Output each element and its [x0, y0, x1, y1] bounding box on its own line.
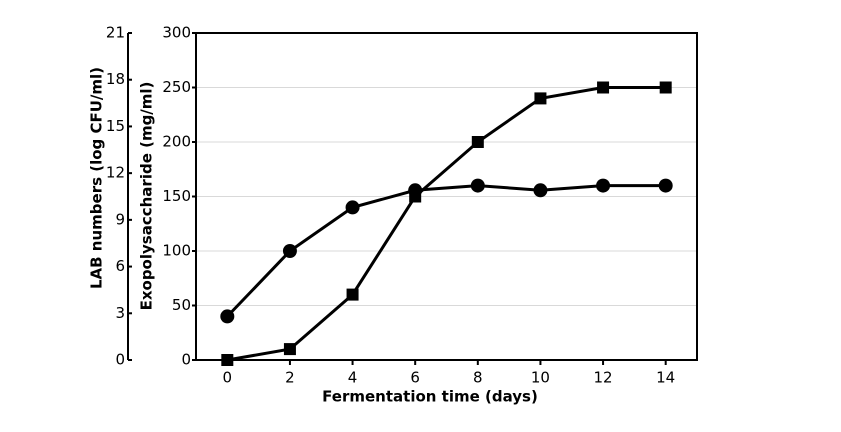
y2-tick-label: 18: [106, 70, 125, 88]
square-marker: [534, 92, 547, 105]
y-tick-label: 0: [181, 351, 191, 369]
y-tick-label: 100: [162, 242, 191, 260]
y2-tick-label: 6: [115, 257, 125, 275]
y2-axis-label: LAB numbers (log CFU/ml): [88, 67, 106, 289]
circle-marker: [282, 244, 297, 258]
square-marker: [346, 288, 359, 301]
y2-tick-label: 21: [106, 24, 125, 42]
circle-marker: [596, 178, 611, 193]
y-tick-label: 50: [172, 296, 191, 314]
y2-tick-label: 12: [106, 164, 125, 182]
circle-marker: [470, 178, 485, 193]
y-tick-label: 300: [162, 24, 191, 42]
x-tick-label: 14: [656, 369, 675, 387]
series-line: [227, 86, 666, 362]
series-line: [226, 184, 666, 318]
circle-marker: [220, 309, 235, 324]
x-tick-label: 6: [410, 369, 420, 387]
square-marker: [659, 81, 672, 94]
y-tick-label: 150: [162, 187, 191, 205]
square-marker: [409, 190, 422, 203]
x-tick-label: 10: [531, 369, 550, 387]
circle-marker: [345, 200, 360, 215]
x-axis-label: Fermentation time (days): [322, 388, 538, 406]
square-marker: [221, 354, 234, 366]
circle-marker: [658, 178, 673, 193]
x-tick-label: 8: [473, 369, 483, 387]
square-marker: [597, 81, 610, 94]
x-tick-label: 0: [223, 369, 233, 387]
x-tick-label: 12: [594, 369, 613, 387]
y2-tick-label: 3: [115, 304, 125, 322]
plot-frame: [195, 32, 698, 361]
y-tick-label: 200: [162, 133, 191, 151]
y-tick-label: 250: [162, 78, 191, 96]
x-tick-label: 4: [348, 369, 358, 387]
square-marker: [471, 136, 484, 148]
y-axis-label: Exopolysaccharide (mg/ml): [138, 82, 156, 311]
y2-tick-label: 0: [115, 351, 125, 369]
x-tick-label: 2: [285, 369, 295, 387]
circle-marker: [533, 183, 548, 198]
square-marker: [283, 343, 296, 356]
y2-tick-label: 9: [115, 210, 125, 228]
y2-tick-label: 15: [106, 117, 125, 135]
